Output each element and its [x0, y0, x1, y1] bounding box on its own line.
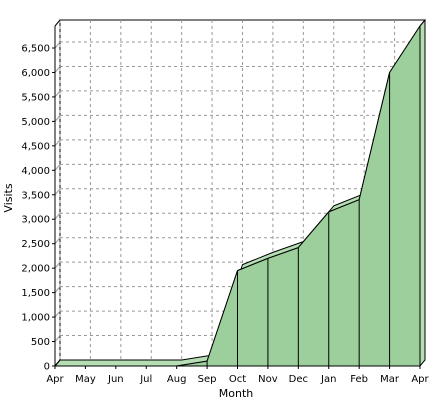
wall-depth-edge — [54, 19, 61, 27]
y-tick-label: 2,500 — [21, 239, 50, 250]
x-tick-label: Jan — [320, 374, 336, 385]
y-tick-label: 4,500 — [21, 141, 50, 152]
x-tick-label: Apr — [411, 374, 429, 385]
x-axis-ticks: Apr May Jun Jul Aug Sep Oct Nov Dec Jan Feb Mar Apr — [46, 366, 430, 385]
y-tick-label: 6,500 — [21, 44, 50, 55]
floor-depth-edge — [54, 359, 61, 367]
x-tick-label: Nov — [258, 374, 278, 385]
x-tick-label: Oct — [229, 374, 246, 385]
gridline-depth — [54, 261, 61, 269]
gridline-depth — [54, 212, 61, 220]
y-tick-label: 500 — [31, 337, 50, 348]
gridline-depth — [54, 335, 61, 342]
gridline-depth — [54, 310, 61, 318]
y-tick-label: 3,000 — [21, 215, 50, 226]
gridline-depth — [54, 286, 61, 293]
x-tick-label: May — [75, 374, 96, 385]
gridline-depth — [54, 237, 61, 245]
y-tick-label: 1,000 — [21, 313, 50, 324]
gridline-depth — [54, 66, 61, 73]
x-tick-label: Dec — [289, 374, 308, 385]
y-tick-label: 4,000 — [21, 166, 50, 177]
x-tick-label: Jun — [107, 374, 124, 385]
y-tick-label: 3,500 — [21, 190, 50, 201]
y-tick-label: 2,000 — [21, 264, 50, 275]
x-tick-label: Aug — [167, 374, 187, 385]
area-series — [54, 18, 426, 368]
gridline-depth — [54, 139, 61, 147]
y-axis-title: Visits — [2, 183, 15, 212]
y-tick-label: 0 — [44, 362, 50, 373]
y-axis-ticks: 0 500 1,000 1,500 2,000 2,500 3,000 3,500 4,000 4… — [21, 44, 55, 373]
y-tick-label: 5,000 — [21, 117, 50, 128]
x-tick-label: Apr — [46, 374, 64, 385]
gridline-depth — [54, 41, 61, 49]
x-tick-label: Feb — [350, 374, 368, 385]
x-tick-label: Mar — [380, 374, 400, 385]
gridline-depth — [54, 163, 61, 171]
x-axis-title: Month — [219, 387, 254, 400]
y-tick-label: 6,000 — [21, 68, 50, 79]
gridline-depth — [54, 188, 61, 196]
gridline-depth — [54, 90, 61, 98]
y-tick-label: 1,500 — [21, 288, 50, 299]
area-end-cap — [419, 18, 426, 368]
x-tick-label: Jul — [139, 374, 152, 385]
gridline-depth — [54, 115, 61, 122]
y-tick-label: 5,500 — [21, 92, 50, 103]
x-tick-label: Sep — [198, 374, 217, 385]
